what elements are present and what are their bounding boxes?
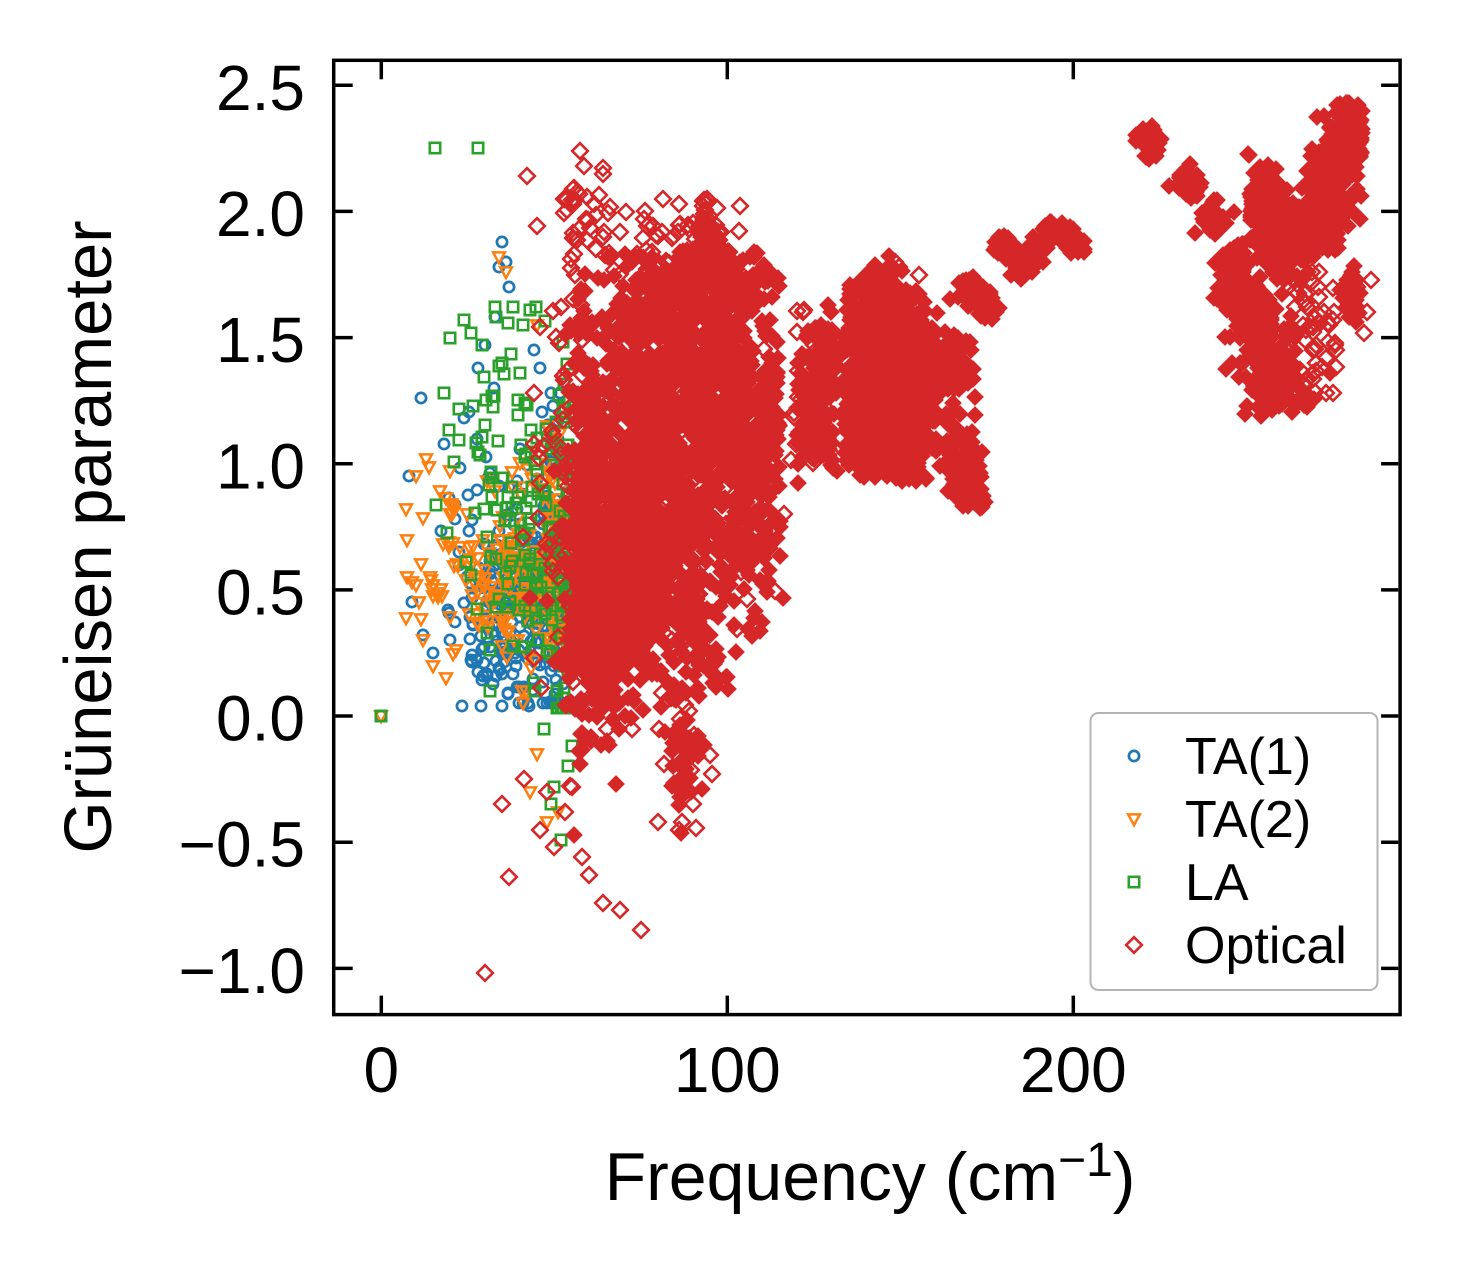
svg-text:TA(2): TA(2) bbox=[1185, 791, 1311, 849]
svg-text:1.0: 1.0 bbox=[216, 430, 305, 502]
svg-text:2.0: 2.0 bbox=[216, 178, 305, 250]
svg-text:2.5: 2.5 bbox=[216, 52, 305, 124]
svg-text:200: 200 bbox=[1020, 1034, 1127, 1106]
svg-text:−1.0: −1.0 bbox=[179, 935, 305, 1007]
svg-text:Optical: Optical bbox=[1185, 917, 1347, 975]
svg-text:100: 100 bbox=[674, 1034, 781, 1106]
svg-text:Grüneisen parameter: Grüneisen parameter bbox=[51, 220, 126, 853]
svg-text:0.0: 0.0 bbox=[216, 683, 305, 755]
svg-text:LA: LA bbox=[1185, 854, 1249, 912]
svg-text:TA(1): TA(1) bbox=[1185, 728, 1311, 786]
svg-text:1.5: 1.5 bbox=[216, 304, 305, 376]
svg-text:Frequency (cm−1): Frequency (cm−1) bbox=[605, 1134, 1136, 1215]
svg-text:0: 0 bbox=[364, 1034, 400, 1106]
svg-text:−0.5: −0.5 bbox=[179, 809, 305, 881]
svg-text:0.5: 0.5 bbox=[216, 556, 305, 628]
